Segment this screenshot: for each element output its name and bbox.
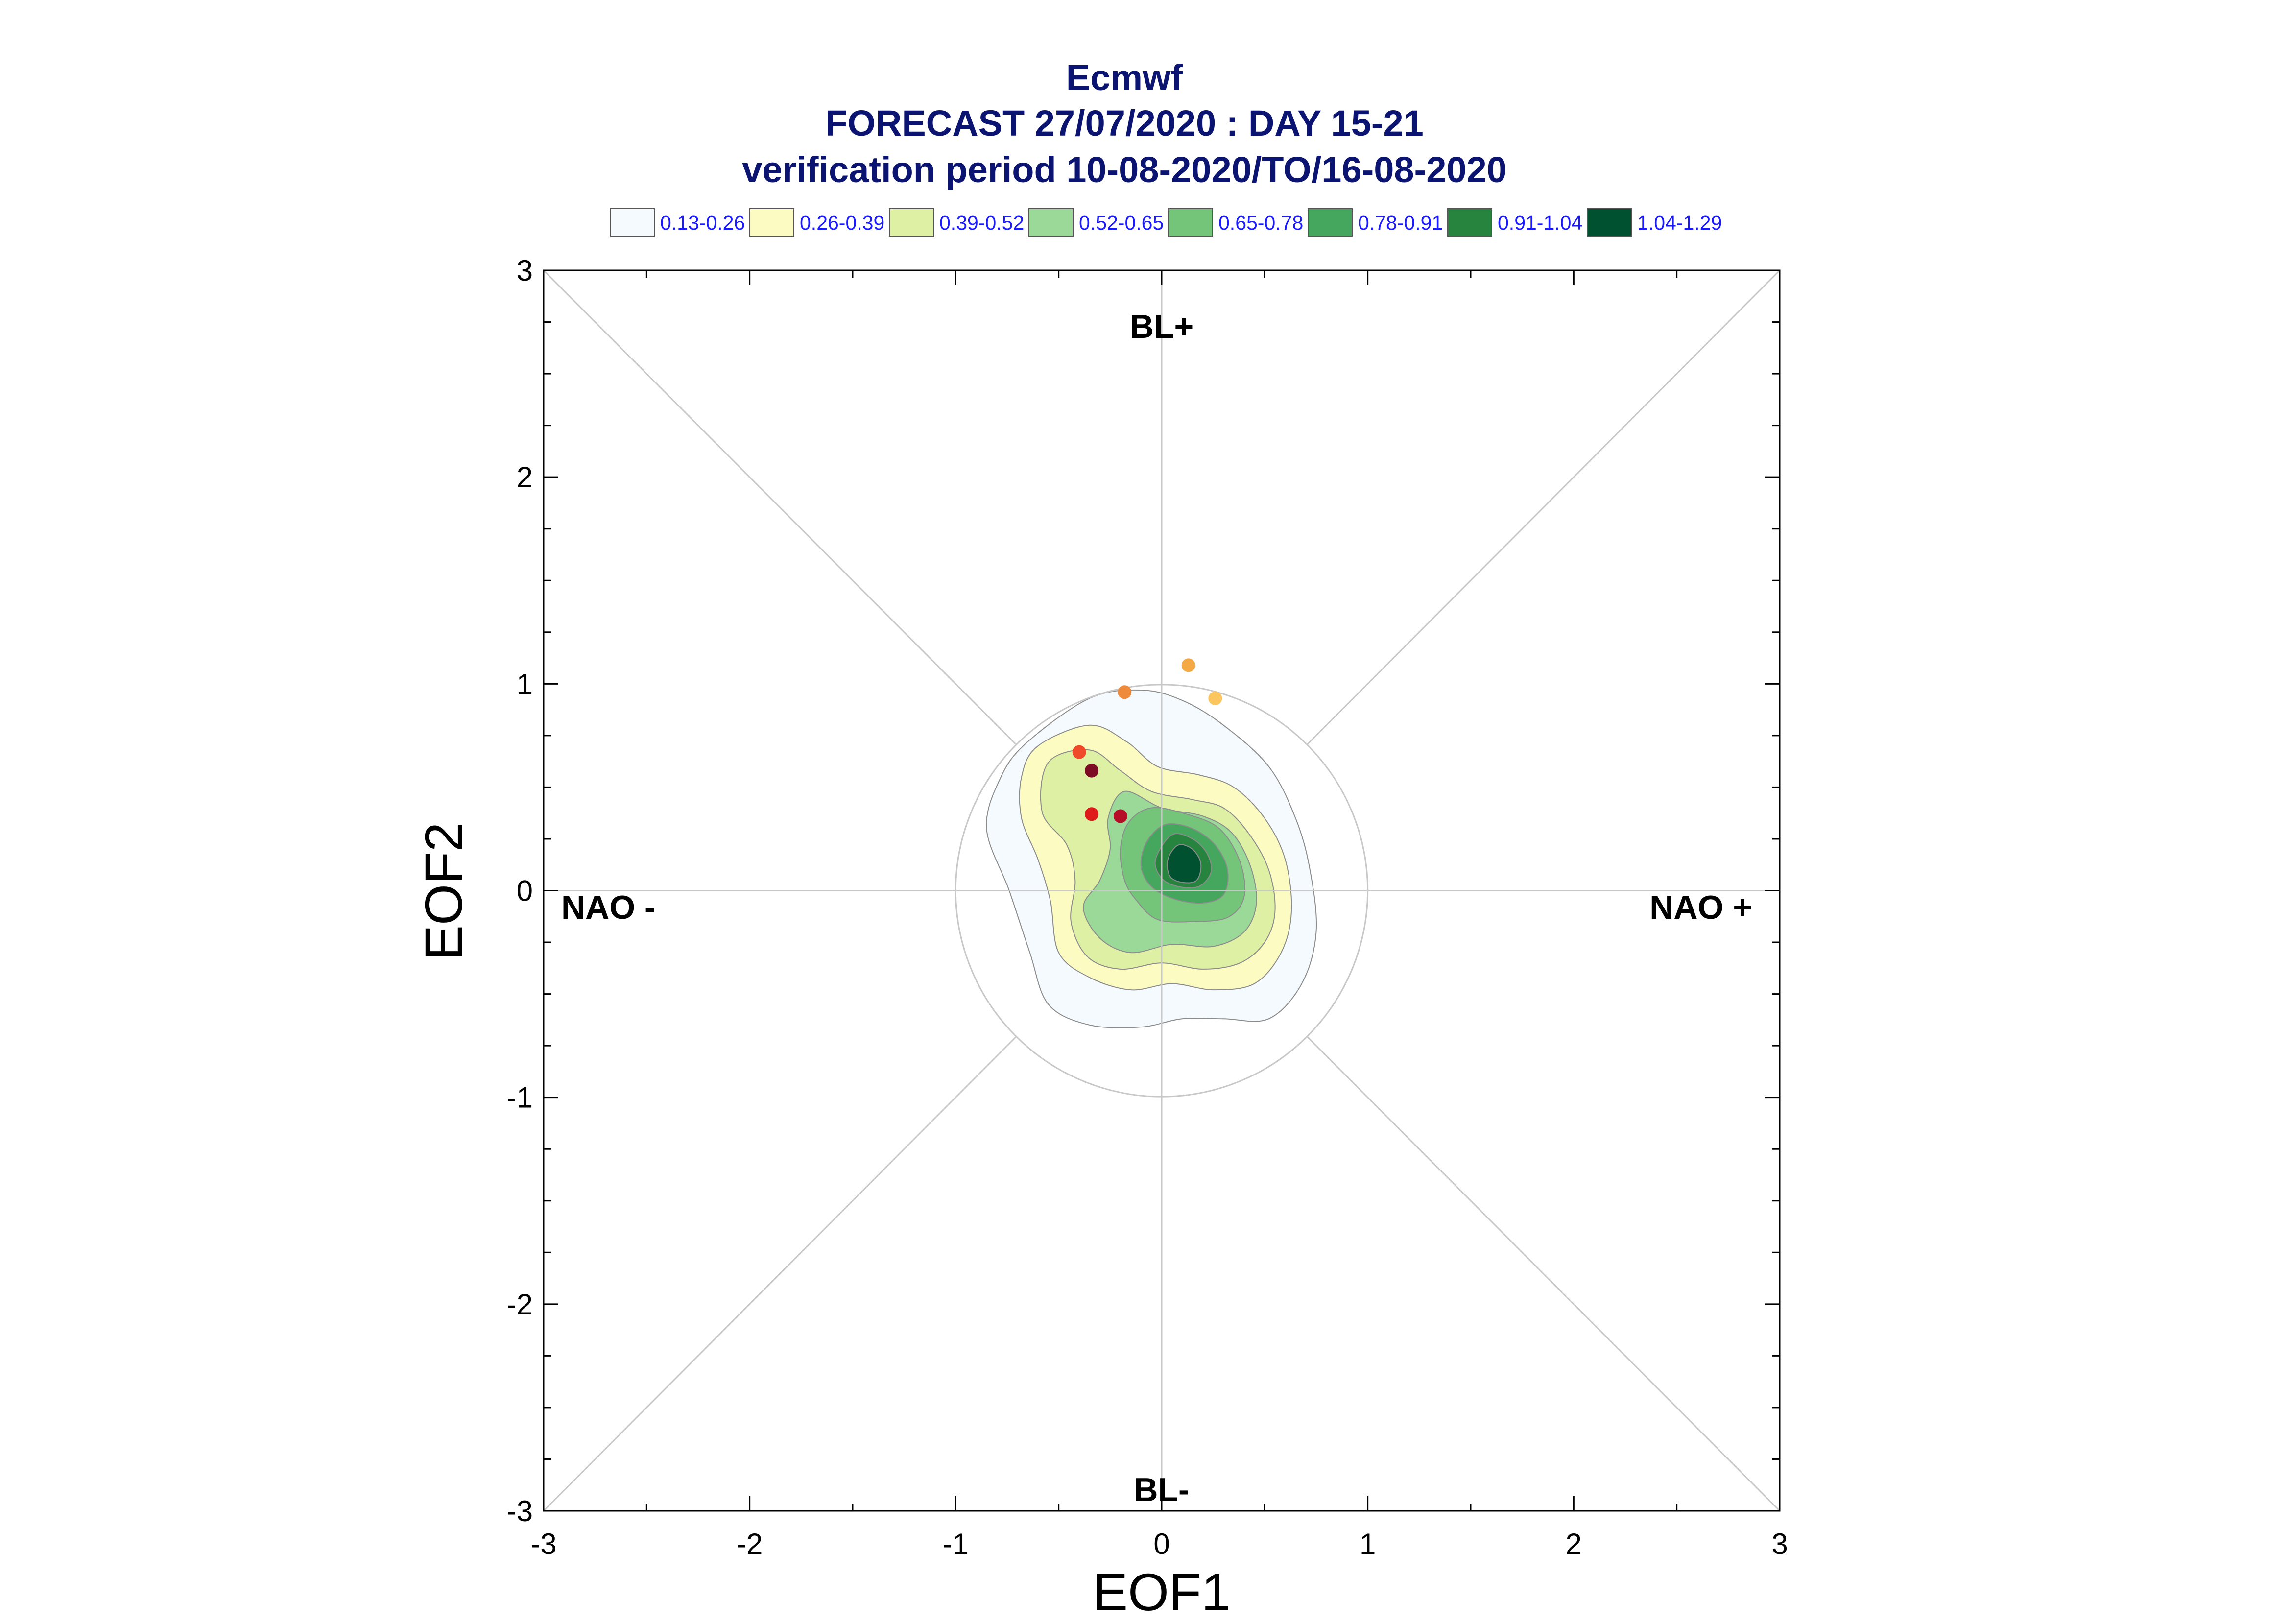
density-contour-8 bbox=[1167, 844, 1202, 884]
y-axis-title: EOF2 bbox=[414, 822, 473, 960]
legend-label-5: 0.65-0.78 bbox=[1218, 212, 1303, 234]
member-point-4 bbox=[1072, 745, 1086, 759]
legend-swatch-6 bbox=[1308, 208, 1353, 237]
legend-swatch-4 bbox=[1028, 208, 1074, 237]
y-tick-label: -2 bbox=[507, 1288, 533, 1321]
y-tick-label: 0 bbox=[517, 875, 533, 908]
legend-label-2: 0.26-0.39 bbox=[800, 212, 884, 234]
legend-swatch-7 bbox=[1447, 208, 1492, 237]
y-tick-label: 1 bbox=[517, 668, 533, 700]
chart-title-line-3: verification period 10-08-2020/TO/16-08-… bbox=[742, 149, 1507, 190]
legend-label-1: 0.13-0.26 bbox=[660, 212, 745, 234]
x-tick-label: -2 bbox=[737, 1528, 763, 1560]
legend-swatch-8 bbox=[1587, 208, 1632, 237]
legend-swatch-2 bbox=[749, 208, 794, 237]
diagonal-line-1 bbox=[1307, 269, 1781, 745]
guide-lines bbox=[543, 269, 1781, 1512]
member-point-1 bbox=[1181, 658, 1195, 672]
region-labels: BL+ BL- NAO - NAO + bbox=[561, 308, 1752, 1508]
chart-title-line-2: FORECAST 27/07/2020 : DAY 15-21 bbox=[825, 103, 1424, 143]
y-tick-label: -3 bbox=[507, 1495, 533, 1528]
x-axis-title: EOF1 bbox=[1093, 1562, 1231, 1622]
legend-label-3: 0.39-0.52 bbox=[939, 212, 1024, 234]
region-label-nao-plus: NAO + bbox=[1649, 889, 1752, 926]
member-point-3 bbox=[1208, 691, 1222, 705]
region-label-bl-plus: BL+ bbox=[1130, 308, 1193, 345]
legend-label-7: 0.91-1.04 bbox=[1498, 212, 1582, 234]
legend-label-4: 0.52-0.65 bbox=[1079, 212, 1164, 234]
y-tick-label: 2 bbox=[517, 461, 533, 494]
x-tick-label: 3 bbox=[1771, 1528, 1788, 1560]
density-contours bbox=[986, 689, 1317, 1028]
legend-swatch-1 bbox=[610, 208, 655, 237]
chart-title-line-1: Ecmwf bbox=[1066, 57, 1183, 98]
region-label-nao-minus: NAO - bbox=[561, 889, 656, 926]
member-point-5 bbox=[1084, 764, 1098, 778]
legend-swatch-3 bbox=[889, 208, 934, 237]
y-tick-label: 3 bbox=[517, 254, 533, 287]
chart-title-block: Ecmwf FORECAST 27/07/2020 : DAY 15-21 ve… bbox=[742, 57, 1507, 190]
x-tick-label: 2 bbox=[1566, 1528, 1582, 1560]
diagonal-line-2 bbox=[543, 269, 1017, 745]
member-point-2 bbox=[1118, 685, 1132, 699]
diagonal-line-3 bbox=[543, 1036, 1017, 1512]
density-legend: 0.13-0.26 0.26-0.39 0.39-0.52 0.52-0.65 0.65… bbox=[610, 208, 1722, 237]
legend-swatch-5 bbox=[1168, 208, 1213, 237]
diagonal-line-4 bbox=[1307, 1036, 1781, 1512]
member-point-7 bbox=[1113, 809, 1127, 823]
x-tick-label: 0 bbox=[1153, 1528, 1169, 1560]
region-label-bl-minus: BL- bbox=[1134, 1471, 1189, 1508]
plot-axes: -3 -2 -1 0 1 2 3 -3 -2 -1 0 1 2 3 bbox=[507, 254, 1788, 1560]
x-tick-label: -1 bbox=[943, 1528, 969, 1560]
x-tick-label: 1 bbox=[1360, 1528, 1376, 1560]
legend-label-6: 0.78-0.91 bbox=[1358, 212, 1443, 234]
member-points bbox=[1072, 658, 1222, 823]
reference-circle bbox=[955, 684, 1369, 1098]
x-tick-label: -3 bbox=[530, 1528, 556, 1560]
member-point-6 bbox=[1084, 807, 1098, 821]
y-tick-label: -1 bbox=[507, 1081, 533, 1114]
legend-label-8: 1.04-1.29 bbox=[1637, 212, 1722, 234]
